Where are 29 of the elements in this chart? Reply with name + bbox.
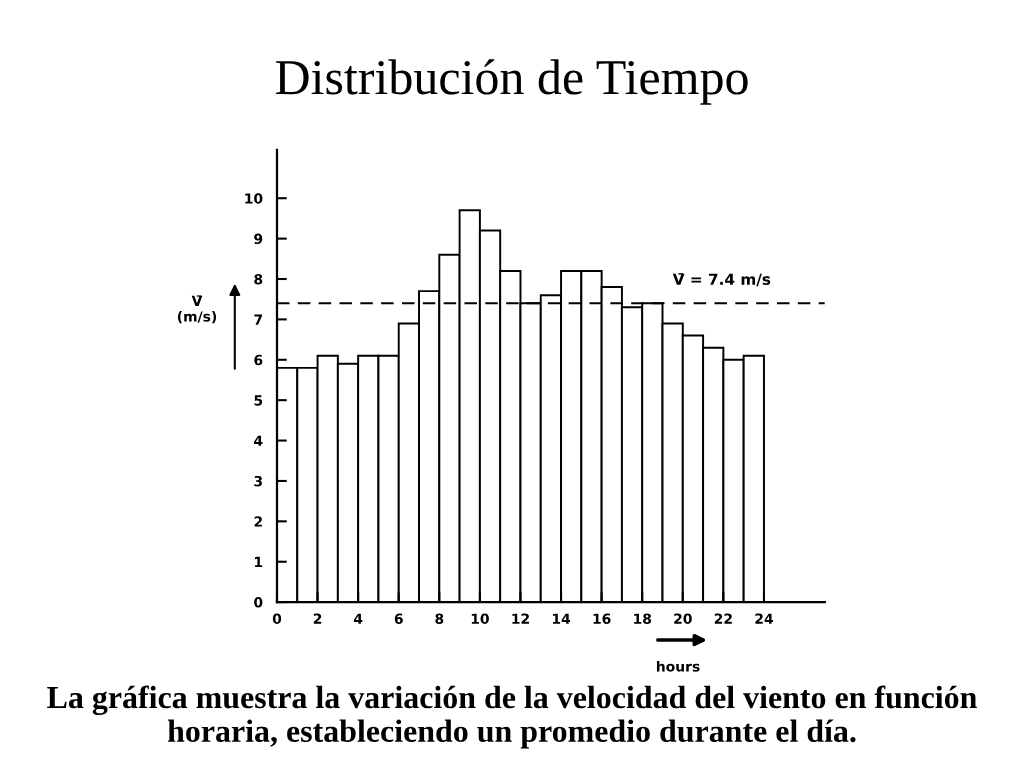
x-tick-label: 10 <box>471 613 489 624</box>
y-tick-label: 1 <box>255 556 263 567</box>
text: La gráfica muestra la variación de la velocidad del viento en función horaria, estableciendo un promedio durante el día. <box>47 685 977 749</box>
x-tick-label: 18 <box>634 613 652 624</box>
chart-title: Distribución de Tiempo <box>275 59 748 105</box>
y-tick-label: 6 <box>254 354 263 366</box>
x-tick-label: 24 <box>755 613 773 624</box>
x-tick-label: 0 <box>272 613 282 624</box>
ref-line-label: V̄ = 7.4 m/s <box>672 273 771 287</box>
y-tick-label: 0 <box>254 597 263 608</box>
x-tick-label: 8 <box>435 613 444 624</box>
y-tick-label: 9 <box>254 233 263 245</box>
y-tick-label: 10 <box>245 193 263 204</box>
y-tick-label: 8 <box>254 273 263 285</box>
x-tick-label: 22 <box>714 613 732 624</box>
y-tick-label: 4 <box>254 435 263 446</box>
x-tick-label: 16 <box>593 613 611 624</box>
x-tick-label: 2 <box>313 613 322 624</box>
x-tick-label: 4 <box>353 613 363 624</box>
y-tick-label: 3 <box>254 475 262 487</box>
y-tick-label: 5 <box>254 395 263 406</box>
x-tick-label: 6 <box>394 613 403 624</box>
y-tick-label: 7 <box>254 314 262 325</box>
y-axis-title: V̄ (m/s) <box>177 295 217 324</box>
x-tick-label: 12 <box>512 613 529 624</box>
x-axis-title: hours <box>656 660 700 672</box>
x-tick-label: 20 <box>674 613 692 624</box>
x-tick-label: 14 <box>552 613 571 624</box>
y-tick-label: 2 <box>254 516 262 527</box>
